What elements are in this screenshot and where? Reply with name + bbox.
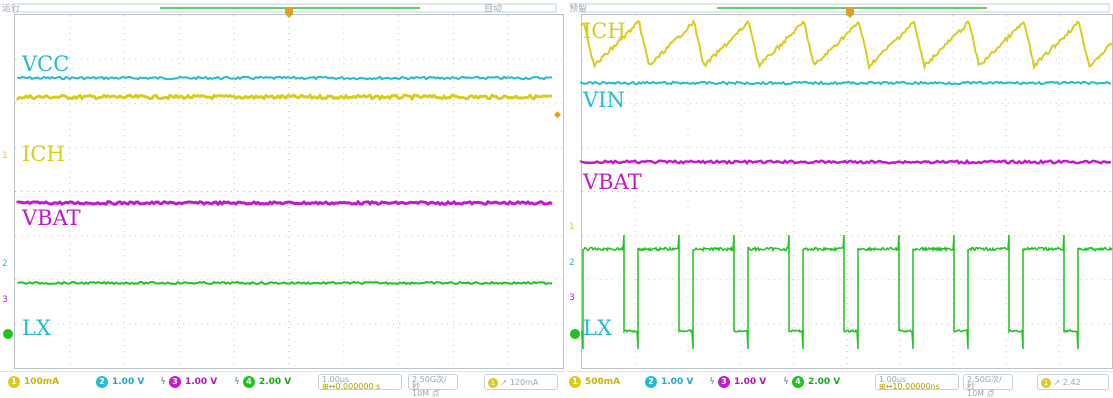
sample-rate: 2.50G次/秒 xyxy=(412,375,447,391)
trigger-box[interactable]: 1 ↗ 120mA xyxy=(484,374,558,390)
ch3-marker[interactable]: 3 xyxy=(569,293,575,303)
timebase-value: 1.00μs xyxy=(879,375,907,384)
ch3-marker[interactable]: 3 xyxy=(2,295,8,305)
ch4-badge: 4 xyxy=(791,376,804,388)
trigger-channel-badge: 1 xyxy=(488,378,498,388)
ch4-scale[interactable]: ϟ 4 2.00 V xyxy=(234,376,291,388)
bottom-status-bar: 1 500mA 2 1.00 V ϟ 3 1.00 V ϟ 4 2.00 V 1.00μs … xyxy=(567,371,1113,398)
trace-vbat xyxy=(579,158,1112,166)
trigger-level: 2.42 xyxy=(1062,378,1081,387)
ch4-marker-dot[interactable] xyxy=(3,329,13,339)
label-vin: VIN xyxy=(582,88,625,112)
ch2-marker[interactable]: 2 xyxy=(2,259,8,269)
delay-value: 10.00000ns xyxy=(892,382,940,391)
ch1-scale-value: 100mA xyxy=(24,377,60,387)
waveform-display: ◆ 1 2 3 VCC ICH VBAT LX xyxy=(2,3,562,364)
ch2-scale-value: 1.00 V xyxy=(112,377,145,387)
trace-lx xyxy=(17,280,553,286)
grid-lines xyxy=(15,15,562,364)
ch1-badge: 1 xyxy=(8,376,20,388)
ch2-badge: 2 xyxy=(645,376,657,388)
label-ich: ICH xyxy=(22,142,65,166)
trace-lx xyxy=(580,234,1113,350)
bottom-status-bar: 1 100mA 2 1.00 V ϟ 3 1.00 V ϟ 4 2.00 V 1.00μs … xyxy=(0,371,564,398)
label-vbat: VBAT xyxy=(582,170,642,194)
rising-edge-icon: ↗ xyxy=(1053,378,1061,387)
oscilloscope-right: 预留 1 2 3 ICH VIN VBAT LX 1 500mA 2 1.00 V … xyxy=(567,0,1113,398)
top-status-bar: 运行 自动 xyxy=(0,0,564,14)
trigger-mode[interactable]: 自动 xyxy=(484,4,503,14)
run-status[interactable]: 预留 xyxy=(569,4,588,14)
acquisition-box[interactable]: 2.50G次/秒 10M 点 xyxy=(963,374,1013,398)
trace-vcc xyxy=(17,75,553,81)
label-lx: LX xyxy=(22,316,51,340)
memory-depth: 10M 点 xyxy=(967,389,995,398)
label-ich: ICH xyxy=(583,19,626,43)
label-vcc: VCC xyxy=(21,52,69,76)
bandwidth-limit-icon: ϟ xyxy=(160,377,166,387)
top-status-bar: 预留 xyxy=(567,0,1113,14)
memory-bar xyxy=(580,3,1110,13)
delay-icon: ⊞↔ xyxy=(322,382,336,391)
memory-depth: 10M 点 xyxy=(412,389,440,398)
label-lx: LX xyxy=(583,316,612,340)
ch1-marker[interactable]: 1 xyxy=(2,151,8,161)
ch1-scale-value: 500mA xyxy=(585,377,621,387)
ch3-scale[interactable]: ϟ 3 1.00 V xyxy=(160,376,217,388)
trace-ich xyxy=(16,93,553,102)
acquisition-box[interactable]: 2.50G次/秒 10M 点 xyxy=(408,374,458,398)
waveform-display: 1 2 3 ICH VIN VBAT LX xyxy=(569,3,1113,364)
delay-icon: ⊞↔ xyxy=(879,382,893,391)
delay-value: 0.000000 s xyxy=(335,382,381,391)
label-vbat: VBAT xyxy=(21,206,81,230)
ch2-scale-value: 1.00 V xyxy=(661,377,694,387)
run-status[interactable]: 运行 xyxy=(2,4,21,14)
timebase-value: 1.00μs xyxy=(322,375,350,384)
ch2-marker[interactable]: 2 xyxy=(569,258,575,268)
rising-edge-icon: ↗ xyxy=(500,378,508,387)
trigger-level: 120mA xyxy=(509,378,539,387)
grid-lines xyxy=(582,15,1111,364)
bandwidth-limit-icon: ϟ xyxy=(234,377,240,387)
ch2-badge: 2 xyxy=(96,376,108,388)
ch1-scale[interactable]: 1 100mA xyxy=(8,376,59,388)
oscilloscope-left: 运行 自动 ◆ 1 2 3 VCC ICH VBAT LX 1 100mA 2 1.… xyxy=(0,0,564,398)
timebase-box[interactable]: 1.00μs ⊞↔10.00000ns xyxy=(875,374,959,391)
ch1-marker[interactable]: 1 xyxy=(569,222,575,232)
trace-vbat xyxy=(16,199,553,207)
ch2-scale[interactable]: 2 1.00 V xyxy=(645,376,693,388)
sample-rate: 2.50G次/秒 xyxy=(967,375,1002,391)
trigger-level-marker[interactable]: ◆ xyxy=(554,110,561,120)
ch4-marker-dot[interactable] xyxy=(570,329,580,339)
trigger-box[interactable]: 1 ↗ 2.42 xyxy=(1037,374,1109,390)
bandwidth-limit-icon: ϟ xyxy=(709,377,715,387)
timebase-box[interactable]: 1.00μs ⊞↔0.000000 s xyxy=(318,374,402,391)
ch3-scale[interactable]: ϟ 3 1.00 V xyxy=(709,376,766,388)
trigger-position-marker[interactable] xyxy=(285,7,293,18)
trace-ich xyxy=(580,18,1113,71)
ch3-scale-value: 1.00 V xyxy=(184,377,218,387)
ch3-badge: 3 xyxy=(717,376,730,388)
ch4-scale[interactable]: ϟ 4 2.00 V xyxy=(783,376,840,388)
ch3-badge: 3 xyxy=(168,376,181,388)
ch3-scale-value: 1.00 V xyxy=(733,377,767,387)
ch1-scale[interactable]: 1 500mA xyxy=(569,376,620,388)
ch1-badge: 1 xyxy=(569,376,581,388)
ch4-scale-value: 2.00 V xyxy=(258,377,292,387)
trace-vin xyxy=(580,80,1112,86)
ch2-scale[interactable]: 2 1.00 V xyxy=(96,376,144,388)
bandwidth-limit-icon: ϟ xyxy=(783,377,789,387)
trigger-channel-badge: 1 xyxy=(1041,378,1051,388)
trigger-position-marker[interactable] xyxy=(846,7,854,18)
ch4-badge: 4 xyxy=(242,376,255,388)
ch4-scale-value: 2.00 V xyxy=(807,377,841,387)
